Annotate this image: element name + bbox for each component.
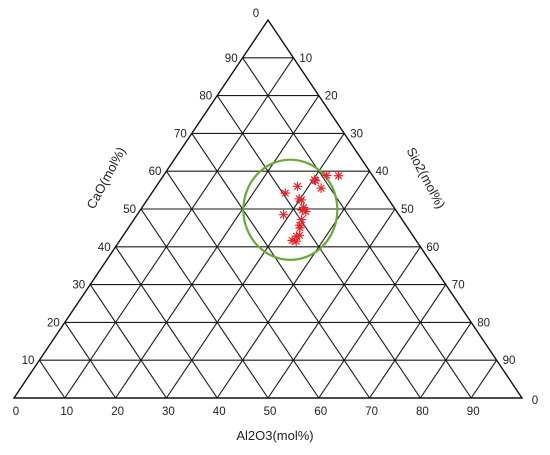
bottom-axis-title: Al2O3(mol%) <box>236 428 313 443</box>
highlight-ellipse <box>242 158 339 261</box>
left-tick-label: 50 <box>123 204 136 216</box>
data-point <box>309 175 320 185</box>
left-tick-label: 90 <box>225 53 238 65</box>
bottom-end-label: 0 <box>532 395 538 407</box>
bottom-tick-label: 90 <box>467 406 480 418</box>
grid-line-sio2-30 <box>191 133 371 399</box>
data-point <box>321 170 332 181</box>
grid-line-sio2-50 <box>140 208 269 399</box>
left-tick-label: 10 <box>22 355 35 367</box>
data-point <box>292 181 303 192</box>
right-tick-label: 10 <box>299 53 312 65</box>
highlight-region-layer <box>242 158 339 261</box>
bottom-tick-label: 20 <box>111 406 124 418</box>
left-tick-label: 60 <box>149 166 162 178</box>
left-axis-title: CaO(mol%) <box>83 144 128 211</box>
left-tick-label: 70 <box>174 128 187 140</box>
grid-line-sio2-90 <box>38 359 66 399</box>
data-point <box>294 220 305 231</box>
bottom-tick-label: 50 <box>264 406 277 418</box>
tick-labels: 0 10 20 30 40 50 60 70 80 90 0 0 10 20 30 40 50 60 70 80 90 9… <box>13 8 538 418</box>
grid-line-sio2-10 <box>242 57 472 399</box>
right-tick-label: 70 <box>452 280 465 292</box>
data-point <box>296 214 307 225</box>
right-tick-label: 20 <box>325 91 338 103</box>
grid-line-sio2-60 <box>115 246 218 399</box>
grid-line-al2o3-30 <box>165 133 345 399</box>
grid-line-al2o3-70 <box>369 284 447 399</box>
right-tick-label: 30 <box>350 128 363 140</box>
apex-label: 0 <box>253 8 259 20</box>
left-tick-label: 20 <box>47 317 60 329</box>
data-point <box>316 183 326 194</box>
bottom-tick-label: 70 <box>365 406 378 418</box>
right-tick-label: 90 <box>503 355 516 367</box>
data-point <box>294 193 305 204</box>
right-tick-label: 50 <box>401 204 414 216</box>
right-axis-title: Sio2(mol%) <box>404 145 449 211</box>
left-tick-label: 40 <box>98 242 111 254</box>
bottom-tick-label: 40 <box>213 406 226 418</box>
right-tick-label: 40 <box>376 166 389 178</box>
right-tick-label: 60 <box>426 242 439 254</box>
grid-line-al2o3-80 <box>419 322 472 399</box>
data-point <box>280 188 291 198</box>
grid-line-al2o3-90 <box>470 359 498 399</box>
grid-line-al2o3-10 <box>64 57 294 399</box>
grid-line-al2o3-60 <box>318 246 421 399</box>
triangle-outline <box>12 18 524 399</box>
data-point <box>298 202 309 213</box>
bottom-tick-label: 10 <box>60 406 73 418</box>
grid-layer <box>38 57 498 399</box>
left-tick-label: 80 <box>199 91 212 103</box>
data-point <box>294 230 305 241</box>
bottom-tick-label: 0 <box>13 406 19 418</box>
bottom-tick-label: 30 <box>162 406 175 418</box>
right-tick-label: 80 <box>477 317 490 329</box>
data-points <box>278 170 344 246</box>
grid-line-sio2-70 <box>89 284 167 399</box>
left-tick-label: 30 <box>72 280 85 292</box>
bottom-tick-label: 80 <box>416 406 429 418</box>
grid-line-sio2-80 <box>64 322 117 399</box>
bottom-tick-label: 60 <box>314 406 327 418</box>
triangle-border <box>12 18 524 399</box>
data-point <box>278 209 289 220</box>
data-point <box>333 170 344 181</box>
grid-line-al2o3-50 <box>267 208 396 399</box>
